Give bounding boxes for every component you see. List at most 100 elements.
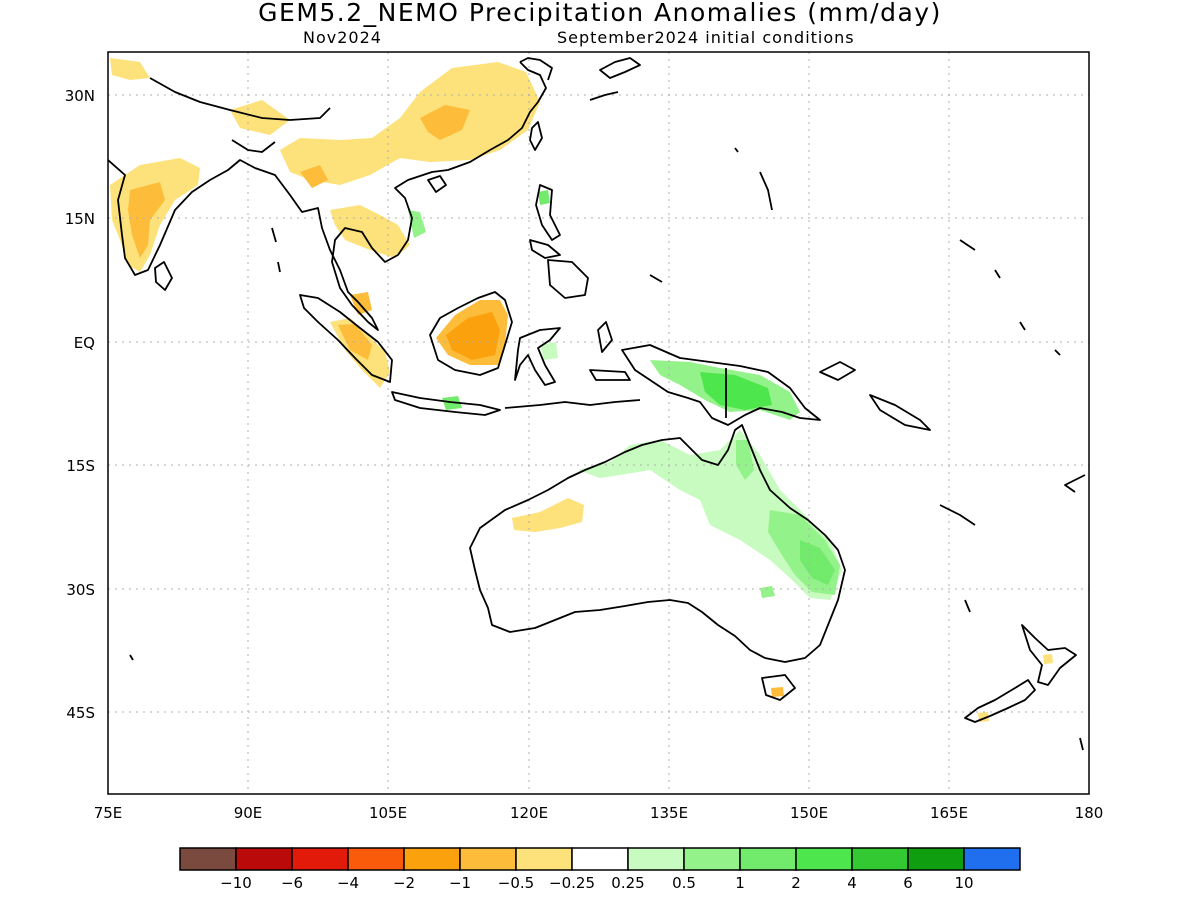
colorbar-label: 1 (735, 874, 745, 892)
anomaly-india-core (128, 182, 165, 258)
japan-kyushu (599, 57, 641, 79)
colorbar-labels: −10 −6 −4 −2 −1 −0.5 −0.25 0.25 0.5 1 2 4 6 10 (220, 874, 973, 892)
anomaly-borneo-core (446, 312, 500, 360)
anomaly-inland-spot (760, 586, 775, 598)
lat-label: 15S (66, 457, 95, 475)
colorbar-swatch (515, 847, 573, 871)
inner-border-2 (231, 139, 276, 153)
asia-coastline (108, 61, 547, 331)
sulawesi (514, 327, 561, 386)
colorbar-label: −0.5 (498, 874, 534, 892)
anomaly-cape-york (736, 440, 754, 480)
nz-north-island (1021, 624, 1077, 686)
colorbar-swatch (851, 847, 909, 871)
anomaly-china-core-2 (300, 165, 328, 188)
inner-border-1 (149, 77, 331, 121)
java (391, 391, 501, 416)
lat-label: 45S (66, 704, 95, 722)
anomaly-malaysia (350, 292, 372, 315)
longitude-labels: 75E 90E 105E 120E 135E 150E 165E 180 (94, 804, 1104, 822)
valid-period: Nov2024 (303, 28, 382, 47)
new-britain (819, 361, 856, 381)
colorbar-swatch (627, 847, 685, 871)
anomaly-shading (110, 58, 1053, 722)
anomaly-north-australia (578, 430, 842, 600)
sumatra (299, 294, 393, 383)
lon-label: 135E (650, 804, 688, 822)
colorbar-label: 0.25 (611, 874, 644, 892)
anomaly-sulawesi (540, 342, 558, 360)
colorbar-swatch (347, 847, 405, 871)
colorbar-label: −0.25 (549, 874, 595, 892)
latitude-labels: 30N 15N EQ 15S 30S 45S (65, 87, 95, 722)
halmahera (597, 321, 613, 353)
colorbar-label: −4 (337, 874, 359, 892)
taiwan (529, 121, 543, 151)
solomons (869, 394, 931, 431)
colorbar-label: 0.5 (672, 874, 696, 892)
lesser-sundas (504, 399, 641, 409)
colorbar-label: 2 (791, 874, 801, 892)
lon-label: 105E (369, 804, 407, 822)
australia (469, 424, 846, 663)
anomaly-indochina (330, 205, 410, 258)
anomaly-himalaya (110, 58, 150, 80)
lon-label: 180 (1075, 804, 1104, 822)
colorbar-swatch (459, 847, 517, 871)
map-frame (107, 51, 1090, 795)
seram (589, 369, 631, 381)
anomaly-queensland-core (800, 540, 835, 585)
colorbar-swatch (907, 847, 965, 871)
anomaly-new-guinea-core (700, 372, 772, 410)
anomaly-china-core (420, 105, 470, 140)
colorbar (179, 847, 1021, 871)
coastlines (108, 57, 1086, 751)
mindanao (547, 259, 589, 299)
visayas (529, 239, 561, 259)
lon-label: 90E (234, 804, 263, 822)
borneo (429, 291, 513, 376)
graticule (108, 52, 1089, 794)
anomaly-west-australia (512, 498, 584, 532)
colorbar-swatch (571, 847, 629, 871)
lon-label: 75E (94, 804, 123, 822)
colorbar-swatch (235, 847, 293, 871)
lon-label: 165E (930, 804, 968, 822)
tasmania (761, 674, 796, 701)
anomaly-china (280, 62, 540, 185)
colorbar-swatch (179, 847, 237, 871)
colorbar-label: −1 (449, 874, 471, 892)
init-conditions: September2024 initial conditions (557, 28, 855, 47)
japan-ryukyu (589, 91, 619, 101)
lat-label: 15N (65, 210, 95, 228)
andaman-islands (271, 227, 281, 273)
anomaly-tasmania (771, 687, 784, 697)
lat-label: 30S (66, 581, 95, 599)
colorbar-swatch (795, 847, 853, 871)
colorbar-swatch (683, 847, 741, 871)
colorbar-label: 4 (847, 874, 857, 892)
colorbar-swatch (291, 847, 349, 871)
colorbar-label: 6 (903, 874, 913, 892)
colorbar-label: −10 (220, 874, 252, 892)
lat-label: EQ (74, 334, 95, 352)
anomaly-nz-north (1043, 654, 1053, 664)
new-guinea (621, 344, 821, 426)
lat-label: 30N (65, 87, 95, 105)
anomaly-luzon (538, 190, 550, 205)
lon-label: 120E (510, 804, 548, 822)
colorbar-label: −2 (393, 874, 415, 892)
lon-label: 150E (790, 804, 828, 822)
colorbar-label: −6 (281, 874, 303, 892)
luzon (535, 184, 561, 241)
korea-coastline (519, 57, 553, 81)
colorbar-swatch (739, 847, 797, 871)
pacific-islands (129, 147, 1086, 751)
map-title: GEM5.2_NEMO Precipitation Anomalies (mm/… (258, 0, 942, 27)
colorbar-swatch (403, 847, 461, 871)
sri-lanka (154, 261, 173, 291)
anomaly-india (110, 158, 200, 272)
nz-south-island (964, 679, 1036, 723)
hainan (427, 175, 447, 193)
